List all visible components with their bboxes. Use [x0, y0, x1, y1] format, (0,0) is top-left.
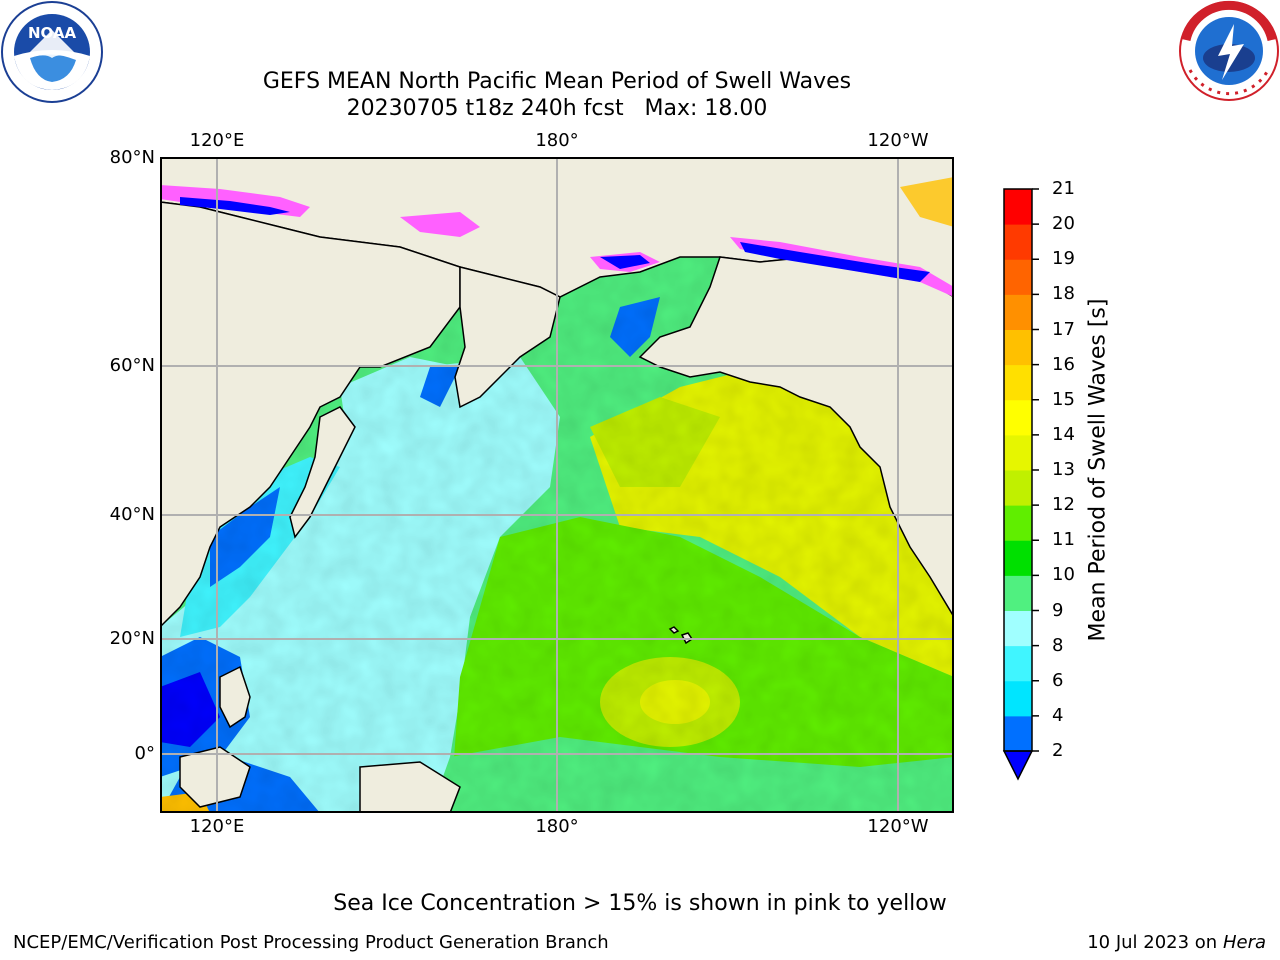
kamchatka — [454, 266, 561, 409]
colorbar-tick-label: 12 — [1052, 494, 1075, 516]
colorbar-tick-label: 9 — [1052, 599, 1064, 621]
colorbar-tick-label: 20 — [1052, 213, 1075, 235]
colorbar-segment — [1004, 680, 1032, 717]
colorbar-segment — [1004, 259, 1032, 295]
lon-label-bottom-180: 180° — [535, 816, 579, 837]
colorbar-segment — [1004, 470, 1032, 506]
colorbar-under-arrow — [1002, 750, 1034, 781]
colorbar-segment — [1004, 715, 1032, 752]
colorbar-segment — [1004, 329, 1032, 366]
footer-machine: Hera — [1222, 932, 1266, 953]
colorbar-tick-label: 19 — [1052, 248, 1075, 270]
sea-ice-arctic-edge — [900, 177, 954, 227]
colorbar-segment — [1004, 189, 1032, 225]
sea-ice-beaufort-core — [740, 242, 930, 282]
new-guinea — [359, 761, 461, 813]
swell-period-map — [160, 157, 954, 813]
colorbar-tick-label: 6 — [1052, 669, 1064, 691]
colorbar-tick-label: 16 — [1052, 353, 1075, 375]
colorbar-tick-label: 15 — [1052, 388, 1075, 410]
colorbar-label: Mean Period of Swell Waves [s] — [1085, 298, 1111, 642]
colorbar-tick-label: 21 — [1052, 178, 1075, 199]
map-frame — [160, 157, 954, 813]
philippines — [219, 665, 251, 729]
sea-ice-chukchi-core — [600, 255, 650, 269]
colorbar-segment — [1004, 610, 1032, 647]
colorbar-tick-label: 17 — [1052, 318, 1075, 340]
colorbar-tick-label: 2 — [1052, 740, 1064, 761]
colorbar-tick-label: 4 — [1052, 704, 1064, 726]
lon-label-top-120e: 120°E — [189, 130, 245, 151]
colorbar-tick-label: 8 — [1052, 634, 1064, 656]
lat-label-20n: 20°N — [109, 628, 155, 649]
footer-date-text: 10 Jul 2023 on — [1087, 932, 1218, 953]
lat-label-0: 0° — [134, 743, 155, 764]
svg-text:NOAA: NOAA — [28, 24, 77, 42]
colorbar-tick-label: 10 — [1052, 564, 1075, 586]
colorbar-tick-label: 18 — [1052, 283, 1075, 305]
footer-credit: NCEP/EMC/Verification Post Processing Pr… — [13, 932, 609, 953]
sea-ice-note-text: Sea Ice Concentration > 15% is shown in … — [333, 891, 947, 916]
map-title: GEFS MEAN North Pacific Mean Period of S… — [262, 69, 852, 94]
japan — [289, 406, 356, 539]
lon-label-top-180: 180° — [535, 130, 579, 151]
sea-ice — [160, 177, 954, 297]
colorbar-segment — [1004, 364, 1032, 401]
colorbar — [1002, 188, 1039, 781]
colorbar-segment — [1004, 434, 1032, 471]
colorbar-segment — [1004, 399, 1032, 436]
lat-label-80n: 80°N — [109, 147, 155, 168]
sea-ice-siberia — [400, 212, 480, 237]
colorbar-segment — [1004, 505, 1032, 541]
lon-label-bottom-120e: 120°E — [189, 816, 245, 837]
colorbar-tick-label: 11 — [1052, 529, 1075, 551]
colorbar-tick-label: 14 — [1052, 423, 1075, 445]
lat-label-60n: 60°N — [109, 355, 155, 376]
colorbar-segment — [1004, 575, 1032, 611]
lat-label-40n: 40°N — [109, 504, 155, 525]
map-subtitle: 20230705 t18z 240h fcst Max: 18.00 — [346, 96, 768, 121]
colorbar-segment — [1004, 224, 1032, 260]
lon-label-bottom-120w: 120°W — [867, 816, 929, 837]
noaa-logo: NOAA — [1, 1, 103, 103]
sea-ice-note: Sea Ice Concentration > 15% is shown in … — [0, 890, 1280, 918]
borneo — [179, 746, 251, 808]
colorbar-tick-label: 13 — [1052, 459, 1075, 480]
colorbar-segment — [1004, 294, 1032, 330]
colorbar-segment — [1004, 645, 1032, 682]
sea-ice-west-core — [180, 197, 290, 215]
hawaii — [668, 626, 680, 634]
colorbar-segment — [1004, 540, 1032, 576]
footer-date: 10 Jul 2023 on Hera — [1087, 932, 1266, 954]
lon-label-top-120w: 120°W — [867, 130, 929, 151]
nws-logo — [1179, 0, 1279, 101]
graticule — [160, 157, 954, 813]
